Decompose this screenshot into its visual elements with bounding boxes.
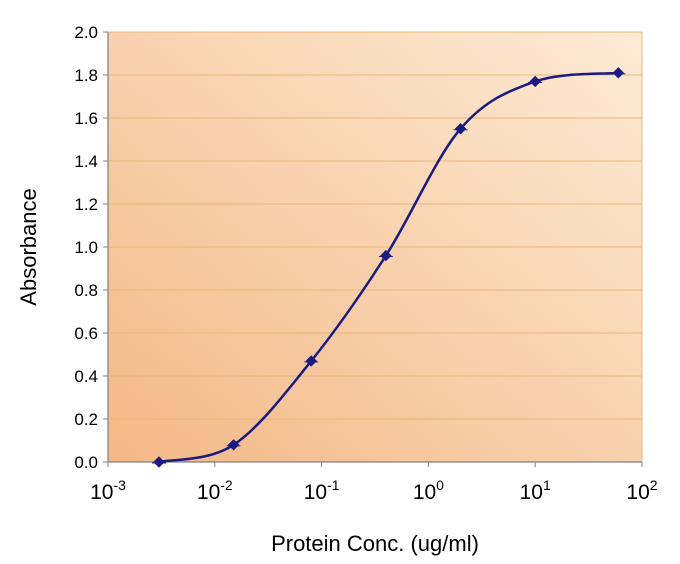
x-tick-label-exponent: 1 [543,477,551,493]
y-tick-label: 2.0 [74,23,98,42]
x-tick-label: 100 [413,477,444,504]
x-tick-label-base: 10 [197,481,220,504]
x-tick-label-base: 10 [413,481,436,504]
data-point-marker [454,123,467,135]
y-tick-label: 1.4 [74,152,98,171]
y-tick-label: 0.6 [74,324,98,343]
x-axis-tick-labels: 10-3 10-2 10-1 100 101 102 [90,477,658,504]
y-tick-label: 1.8 [74,66,98,85]
x-tick-label: 10-3 [90,477,126,504]
x-tick-label-exponent: 0 [436,477,444,493]
data-point-marker [612,67,625,79]
x-tick-label-base: 10 [90,481,113,504]
x-tick-label-exponent: 2 [650,477,658,493]
y-tick-label: 1.6 [74,109,98,128]
data-point-marker [380,249,392,262]
x-tick-label: 10-2 [197,477,233,504]
data-point-marker [153,456,165,468]
x-tick-label: 101 [520,477,551,504]
x-tick-label-base: 10 [626,481,649,504]
x-tick-label-exponent: -3 [113,477,126,493]
axes [103,31,643,467]
y-tick-label: 1.2 [74,195,98,214]
data-point-marker [227,439,240,451]
x-tick-label-base: 10 [304,481,327,504]
x-tick-label-base: 10 [520,481,543,504]
y-tick-label: 0.4 [74,367,98,386]
x-tick-label: 102 [626,477,657,504]
y-tick-label: 0.2 [74,410,98,429]
y-tick-label: 0.8 [74,281,98,300]
y-tick-label: 0.0 [74,453,98,472]
x-tick-label: 10-1 [304,477,340,504]
x-axis-title: Protein Conc. (ug/ml) [271,531,479,556]
y-tick-label: 1.0 [74,238,98,257]
y-axis-title: Absorbance [16,188,41,305]
data-point-marker [305,355,317,367]
data-markers [151,67,626,468]
x-tick-label-exponent: -1 [327,477,340,493]
x-tick-label-exponent: -2 [220,477,233,493]
data-point-marker [529,75,541,88]
y-axis-tick-labels: 0.0 0.2 0.4 0.6 0.8 1.0 1.2 1.4 1.6 1.8 2.0 [74,23,98,472]
